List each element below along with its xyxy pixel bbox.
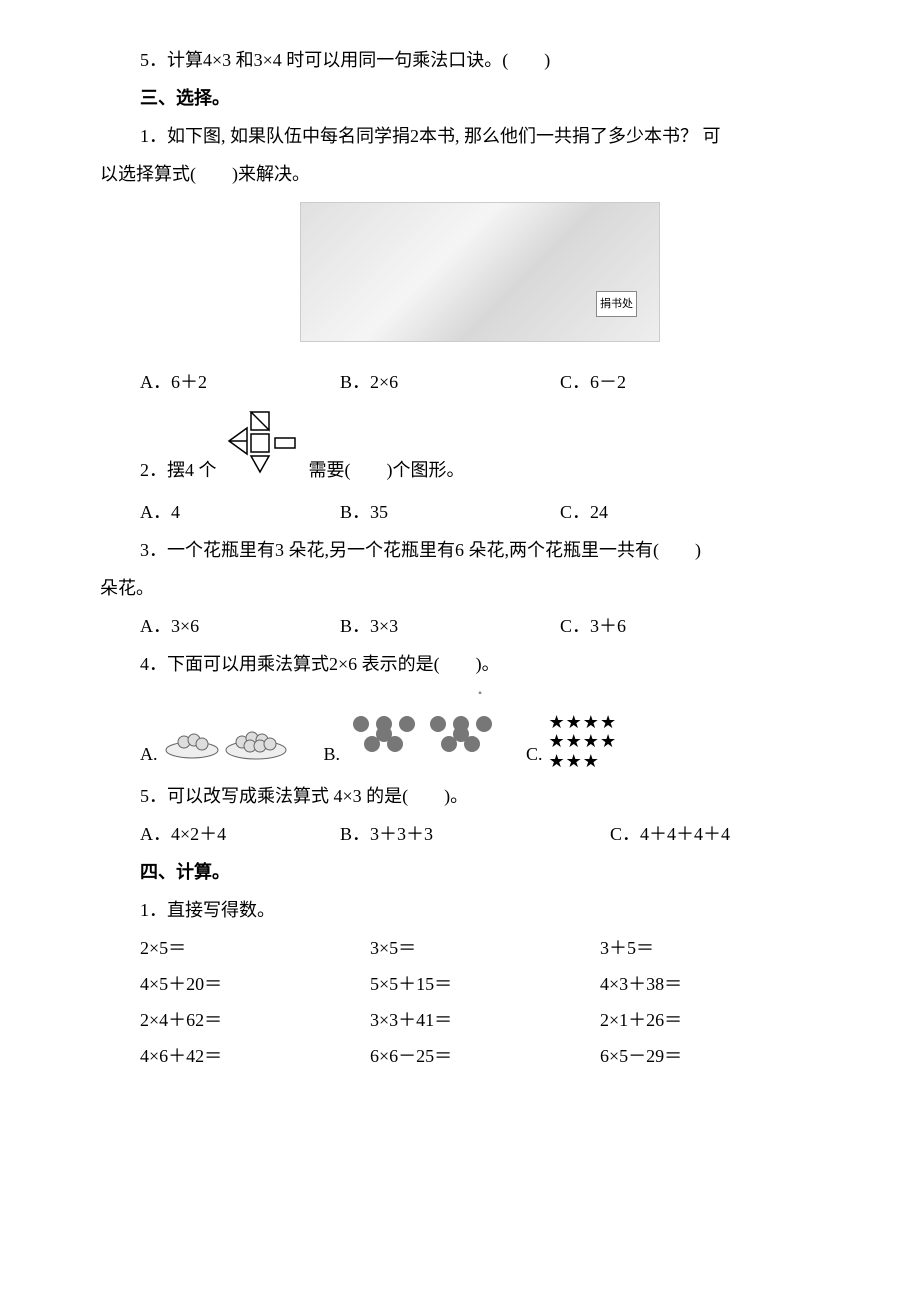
s3q1-opt-a: A．6＋2 [140,364,340,400]
s3q1-line2: 以选择算式( )来解决。 [100,156,860,192]
s3q2-opt-c: C．24 [560,494,760,530]
s3q5-opt-b: B．3＋3＋3 [340,816,610,852]
section4-heading: 四、计算。 [100,854,860,890]
s3q4-opt-a: A. [140,720,294,772]
s3q4-opt-b: B. [324,710,497,772]
calc-r1c1: 2×5＝ [140,930,370,966]
calc-r2c1: 4×5＋20＝ [140,966,370,1002]
calc-r4c1: 4×6＋42＝ [140,1038,370,1074]
s3q3-line1: 3．一个花瓶里有3 朵花,另一个花瓶里有6 朵花,两个花瓶里一共有( ) [100,532,860,568]
s3q2-opt-b: B．35 [340,494,560,530]
calc-row-4: 4×6＋42＝ 6×6－25＝ 6×5－29＝ [140,1038,860,1074]
calc-r4c2: 6×6－25＝ [370,1038,600,1074]
stars-icon: ★★★★ ★★★★ ★★★ [549,713,618,772]
calc-r4c3: 6×5－29＝ [600,1038,830,1074]
dots-icon [346,710,496,772]
s3q1-opt-c: C．6－2 [560,364,760,400]
s3q4-opt-c: C. ★★★★ ★★★★ ★★★ [526,713,617,772]
calc-row-3: 2×4＋62＝ 3×3＋41＝ 2×1＋26＝ [140,1002,860,1038]
calc-row-1: 2×5＝ 3×5＝ 3＋5＝ [140,930,860,966]
s3q3-opt-b: B．3×3 [340,608,560,644]
s3q2-line: 2．摆4 个 需要( )个图形。 [100,406,860,488]
s3q1-opt-b: B．2×6 [340,364,560,400]
stars-r2: ★★★★ [549,732,618,752]
calc-row-2: 4×5＋20＝ 5×5＋15＝ 4×3＋38＝ [140,966,860,1002]
s3q1-line1: 1．如下图, 如果队伍中每名同学捐2本书, 那么他们一共捐了多少本书？ 可 [100,118,860,154]
stars-r1: ★★★★ [549,713,618,733]
plate-icon [164,720,294,772]
section3-heading: 三、选择。 [100,80,860,116]
s3q4-label-c: C. [526,736,543,772]
s3q3-line2: 朵花。 [100,570,860,606]
calc-grid: 2×5＝ 3×5＝ 3＋5＝ 4×5＋20＝ 5×5＋15＝ 4×3＋38＝ 2… [100,930,860,1074]
center-dot: ▪ [100,684,860,704]
s3q2-suffix: 需要( )个图形。 [309,452,465,488]
calc-r3c3: 2×1＋26＝ [600,1002,830,1038]
s3q3-opt-a: A．3×6 [140,608,340,644]
s3q4-options: A. B. [100,710,860,772]
s3q1-options: A．6＋2 B．2×6 C．6－2 [100,364,860,400]
s3q2-prefix: 2．摆4 个 [140,452,217,488]
s3q1-illustration-wrap [100,202,860,354]
s4q1: 1．直接写得数。 [100,892,860,928]
s3q4-label-a: A. [140,736,158,772]
calc-r2c2: 5×5＋15＝ [370,966,600,1002]
stars-r3: ★★★ [549,752,618,772]
s3q5: 5．可以改写成乘法算式 4×3 的是( )。 [100,778,860,814]
shape-icon [223,406,303,488]
s3q3-options: A．3×6 B．3×3 C．3＋6 [100,608,860,644]
s3q2-options: A．4 B．35 C．24 [100,494,860,530]
calc-r3c1: 2×4＋62＝ [140,1002,370,1038]
s3q2-opt-a: A．4 [140,494,340,530]
calc-r1c2: 3×5＝ [370,930,600,966]
calc-r2c3: 4×3＋38＝ [600,966,830,1002]
s3q5-options: A．4×2＋4 B．3＋3＋3 C．4＋4＋4＋4 [100,816,860,852]
donation-illustration [300,202,660,342]
s3q5-opt-c: C．4＋4＋4＋4 [610,816,810,852]
s3q4-label-b: B. [324,736,341,772]
s3q5-opt-a: A．4×2＋4 [140,816,340,852]
calc-r3c2: 3×3＋41＝ [370,1002,600,1038]
item2-5: 5．计算4×3 和3×4 时可以用同一句乘法口诀。( ) [100,42,860,78]
s3q4: 4．下面可以用乘法算式2×6 表示的是( )。 [100,646,860,682]
calc-r1c3: 3＋5＝ [600,930,830,966]
s3q3-opt-c: C．3＋6 [560,608,760,644]
